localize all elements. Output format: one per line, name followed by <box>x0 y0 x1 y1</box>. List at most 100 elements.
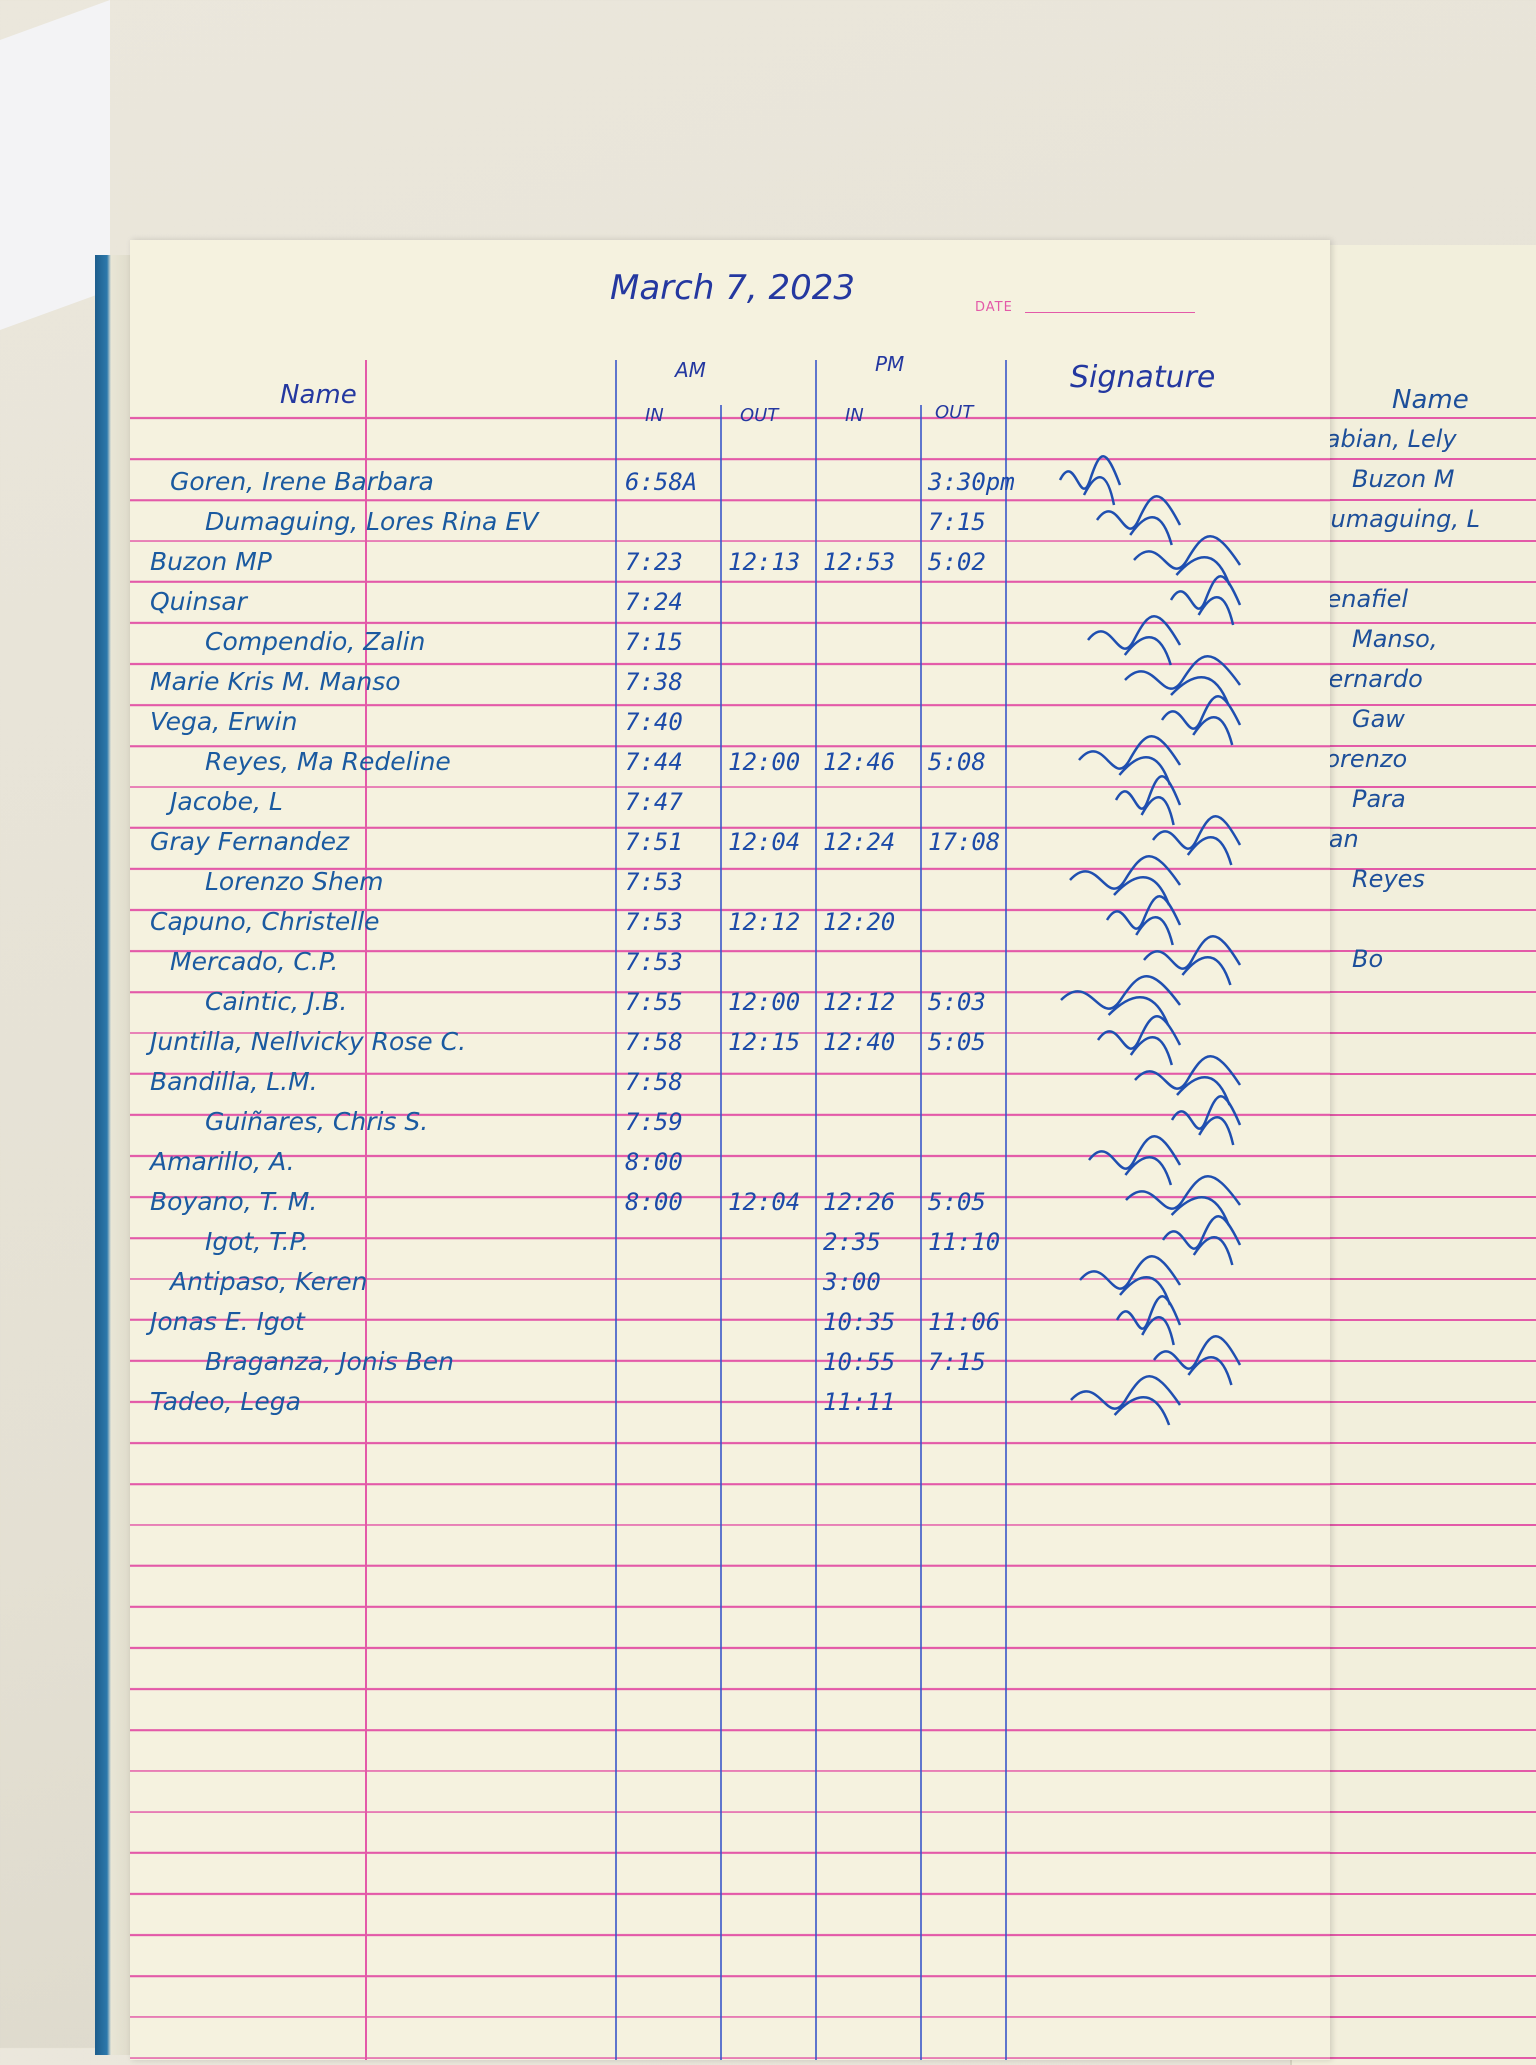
signature-mark <box>1133 535 1242 586</box>
right-page-name-fragment: Reyes <box>1352 865 1425 893</box>
am-in-time: 7:47 <box>625 788 683 816</box>
attendee-name: Bandilla, L.M. <box>150 1067 318 1096</box>
signature-mark <box>1160 695 1242 746</box>
signature-mark <box>1143 935 1242 986</box>
attendee-name: Braganza, Jonis Ben <box>205 1347 454 1376</box>
pm-out-time: 17:08 <box>928 828 1001 856</box>
pm-in-time: 12:12 <box>823 988 896 1016</box>
pm-out-time: 3:30pm <box>928 468 1015 496</box>
pm-in-time: 2:35 <box>823 1228 881 1256</box>
am-in-time: 7:38 <box>625 668 683 696</box>
attendee-name: Mercado, C.P. <box>170 947 339 976</box>
signature-mark <box>1124 655 1242 706</box>
table-row: Quinsar 7:24 <box>130 580 1330 620</box>
signature-mark <box>1070 1375 1182 1426</box>
pm-in-time: 3:00 <box>823 1268 881 1296</box>
table-row: Jacobe, L 7:47 <box>130 780 1330 820</box>
attendee-name: Compendio, Zalin <box>205 627 426 656</box>
right-page-name-fragment: Bernardo <box>1312 665 1423 693</box>
table-row: Juntilla, Nellvicky Rose C. 7:58 12:15 12:4… <box>130 1020 1330 1060</box>
am-out-header: OUT <box>740 405 779 426</box>
attendee-name: Antipaso, Keren <box>170 1267 368 1296</box>
signature-column-header: Signature <box>1070 360 1216 395</box>
logbook-page: March 7, 2023 DATE Name AM PM IN OUT IN … <box>130 240 1330 2060</box>
am-out-time: 12:12 <box>728 908 801 936</box>
am-in-time: 7:15 <box>625 628 683 656</box>
pm-out-time: 7:15 <box>928 1348 986 1376</box>
margin-line <box>365 360 367 2060</box>
signature-mark <box>1088 1135 1182 1186</box>
table-row: Tadeo, Lega 11:11 <box>130 1380 1330 1420</box>
table-row: Marie Kris M. Manso 7:38 <box>130 660 1330 700</box>
right-page-name-fragment: Para <box>1352 785 1406 813</box>
signature-mark <box>1114 775 1182 826</box>
signature-mark <box>1079 1255 1182 1306</box>
attendee-name: Caintic, J.B. <box>205 987 348 1016</box>
am-in-time: 7:51 <box>625 828 683 856</box>
date-heading: March 7, 2023 <box>610 268 855 308</box>
notebook-cover-edge <box>95 255 135 2055</box>
signature-mark <box>1060 975 1182 1026</box>
am-in-time: 7:58 <box>625 1068 683 1096</box>
attendee-name: Igot, T.P. <box>205 1227 310 1256</box>
am-header: AM <box>675 358 706 382</box>
attendee-name: Juntilla, Nellvicky Rose C. <box>150 1027 467 1056</box>
attendee-name: Goren, Irene Barbara <box>170 467 434 496</box>
am-in-time: 7:44 <box>625 748 683 776</box>
am-out-time: 12:00 <box>728 988 801 1016</box>
am-in-time: 7:24 <box>625 588 683 616</box>
table-row: Goren, Irene Barbara 6:58A 3:30pm <box>130 460 1330 500</box>
attendee-name: Capuno, Christelle <box>150 907 380 936</box>
pm-in-time: 11:11 <box>823 1388 896 1416</box>
pm-in-time: 10:55 <box>823 1348 896 1376</box>
table-row: Dumaguing, Lores Rina EV 7:15 <box>130 500 1330 540</box>
loose-paper <box>0 0 110 331</box>
attendee-name: Jonas E. Igot <box>150 1307 305 1336</box>
right-page-name-fragment: Manso, <box>1352 625 1438 653</box>
table-row: Caintic, J.B. 7:55 12:00 12:12 5:03 <box>130 980 1330 1020</box>
pm-in-time: 10:35 <box>823 1308 896 1336</box>
table-row: Gray Fernandez 7:51 12:04 12:24 17:08 <box>130 820 1330 860</box>
pm-in-time: 12:26 <box>823 1188 896 1216</box>
attendee-name: Tadeo, Lega <box>150 1387 301 1416</box>
am-in-time: 7:59 <box>625 1108 683 1136</box>
name-column-header: Name <box>280 380 357 410</box>
am-out-time: 12:00 <box>728 748 801 776</box>
attendee-name: Vega, Erwin <box>150 707 298 736</box>
am-in-time: 7:23 <box>625 548 683 576</box>
right-page-name-fragment: Bo <box>1352 945 1384 973</box>
am-in-time: 8:00 <box>625 1148 683 1176</box>
attendee-name: Guiñares, Chris S. <box>205 1107 429 1136</box>
pm-header: PM <box>875 352 905 376</box>
table-row: Igot, T.P. 2:35 11:10 <box>130 1220 1330 1260</box>
table-row: Reyes, Ma Redeline 7:44 12:00 12:46 5:08 <box>130 740 1330 780</box>
signature-mark <box>1069 855 1182 906</box>
am-out-time: 12:15 <box>728 1028 801 1056</box>
attendee-name: Buzon MP <box>150 547 272 576</box>
pm-out-time: 5:05 <box>928 1188 986 1216</box>
pm-out-time: 5:08 <box>928 748 986 776</box>
right-page-name-fragment: Fabian, Lely <box>1312 425 1457 453</box>
attendee-name: Gray Fernandez <box>150 827 350 856</box>
am-in-time: 7:58 <box>625 1028 683 1056</box>
table-row: Antipaso, Keren 3:00 <box>130 1260 1330 1300</box>
signature-mark <box>1169 575 1242 626</box>
table-row: Lorenzo Shem 7:53 <box>130 860 1330 900</box>
signature-mark <box>1058 455 1122 506</box>
column-divider <box>615 360 617 2060</box>
signature-mark <box>1096 1015 1182 1066</box>
signature-mark <box>1151 815 1242 866</box>
column-divider <box>1005 360 1007 2060</box>
signature-mark <box>1134 1055 1242 1106</box>
attendee-name: Jacobe, L <box>170 787 283 816</box>
am-in-time: 7:55 <box>625 988 683 1016</box>
am-out-time: 12:04 <box>728 828 801 856</box>
signature-mark <box>1078 735 1182 786</box>
attendee-name: Dumaguing, Lores Rina EV <box>205 507 539 536</box>
attendee-name: Reyes, Ma Redeline <box>205 747 451 776</box>
pm-out-time: 11:10 <box>928 1228 1001 1256</box>
table-row: Jonas E. Igot 10:35 11:06 <box>130 1300 1330 1340</box>
attendee-name: Marie Kris M. Manso <box>150 667 401 696</box>
attendee-name: Lorenzo Shem <box>205 867 384 896</box>
pm-in-time: 12:20 <box>823 908 896 936</box>
